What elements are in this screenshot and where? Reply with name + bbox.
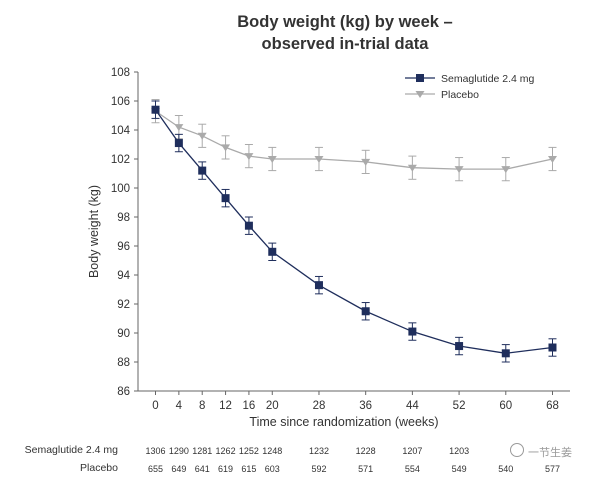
x-axis-label: Time since randomization (weeks) [249, 415, 438, 429]
x-tick-label: 4 [176, 400, 183, 412]
y-axis-label: Body weight (kg) [87, 185, 101, 278]
nar-semaglutide-value: 1262 [215, 446, 236, 456]
placebo-point [454, 166, 464, 174]
semaglutide-point [548, 343, 557, 352]
nar-placebo-label: Placebo [80, 462, 118, 474]
semaglutide-point [408, 327, 417, 336]
x-tick-label: 68 [546, 400, 559, 412]
nar-placebo-value: 554 [404, 464, 420, 474]
x-tick-label: 52 [453, 400, 466, 412]
nar-semaglutide-value: 1232 [308, 446, 329, 456]
x-tick-label: 12 [219, 400, 232, 412]
nar-placebo-value: 603 [264, 464, 280, 474]
nar-semaglutide-value: 1228 [355, 446, 376, 456]
y-tick-label: 102 [111, 154, 130, 166]
nar-placebo-value: 619 [218, 464, 234, 474]
chart-title-line1: Body weight (kg) by week – [237, 13, 453, 31]
placebo-point [314, 156, 324, 163]
placebo-point [221, 144, 231, 152]
y-tick-label: 98 [117, 212, 130, 224]
y-tick-label: 108 [111, 67, 130, 79]
x-tick-label: 36 [359, 400, 372, 412]
placebo-point [197, 132, 207, 140]
semaglutide-point [198, 166, 207, 175]
y-tick-label: 100 [111, 183, 130, 195]
placebo-line [155, 110, 553, 170]
nar-placebo-value: 571 [358, 464, 374, 474]
semaglutide-point [455, 342, 464, 351]
placebo-point [267, 156, 277, 163]
y-tick-label: 104 [111, 125, 131, 137]
nar-placebo-value: 577 [544, 464, 560, 474]
semaglutide-point [361, 307, 370, 316]
nar-semaglutide-value: 1207 [402, 446, 423, 456]
placebo-point [244, 153, 254, 161]
nar-placebo-value: 649 [171, 464, 187, 474]
nar-semaglutide-value: 1203 [449, 446, 470, 456]
nar-placebo-value: 592 [311, 464, 327, 474]
legend-semaglutide-marker [416, 74, 424, 82]
x-tick-label: 0 [152, 400, 158, 412]
nar-placebo-value: 641 [194, 464, 210, 474]
x-tick-label: 16 [243, 400, 256, 412]
y-tick-label: 90 [117, 328, 130, 340]
y-tick-label: 96 [117, 241, 130, 253]
placebo-point [501, 166, 511, 174]
placebo-point [547, 156, 557, 163]
x-tick-label: 8 [199, 400, 205, 412]
x-tick-label: 44 [406, 400, 419, 412]
legend-semaglutide-label: Semaglutide 2.4 mg [441, 73, 535, 85]
semaglutide-point [314, 281, 323, 290]
nar-placebo-value: 540 [498, 464, 514, 474]
wechat-icon [510, 443, 524, 457]
semaglutide-point [244, 221, 253, 230]
x-tick-label: 20 [266, 400, 279, 412]
y-tick-label: 94 [117, 270, 130, 282]
placebo-point [407, 164, 417, 172]
nar-placebo-value: 655 [147, 464, 164, 474]
nar-semaglutide-label: Semaglutide 2.4 mg [24, 444, 118, 456]
nar-semaglutide-value: 1281 [192, 446, 213, 456]
semaglutide-point [221, 194, 230, 203]
y-tick-label: 88 [117, 357, 130, 369]
nar-placebo-value: 549 [451, 464, 467, 474]
watermark-text: 一节生姜 [528, 447, 572, 459]
semaglutide-point [268, 247, 277, 256]
nar-semaglutide-value: 1306 [145, 446, 166, 456]
y-tick-label: 92 [117, 299, 130, 311]
legend-placebo-marker [415, 91, 425, 98]
semaglutide-point [151, 105, 160, 114]
legend-placebo-label: Placebo [441, 89, 479, 101]
nar-semaglutide-value: 1252 [238, 446, 259, 456]
nar-semaglutide-value: 1248 [262, 446, 283, 456]
semaglutide-point [174, 139, 183, 148]
y-tick-label: 86 [117, 386, 130, 398]
x-tick-label: 60 [499, 400, 512, 412]
x-tick-label: 28 [313, 400, 326, 412]
semaglutide-line [154, 109, 553, 354]
y-tick-label: 106 [111, 96, 130, 108]
nar-semaglutide-value: 1290 [168, 446, 189, 456]
nar-placebo-value: 615 [241, 464, 257, 474]
chart-title-line2: observed in-trial data [261, 35, 429, 53]
placebo-point [174, 124, 184, 132]
semaglutide-point [501, 349, 510, 358]
placebo-point [361, 158, 371, 166]
